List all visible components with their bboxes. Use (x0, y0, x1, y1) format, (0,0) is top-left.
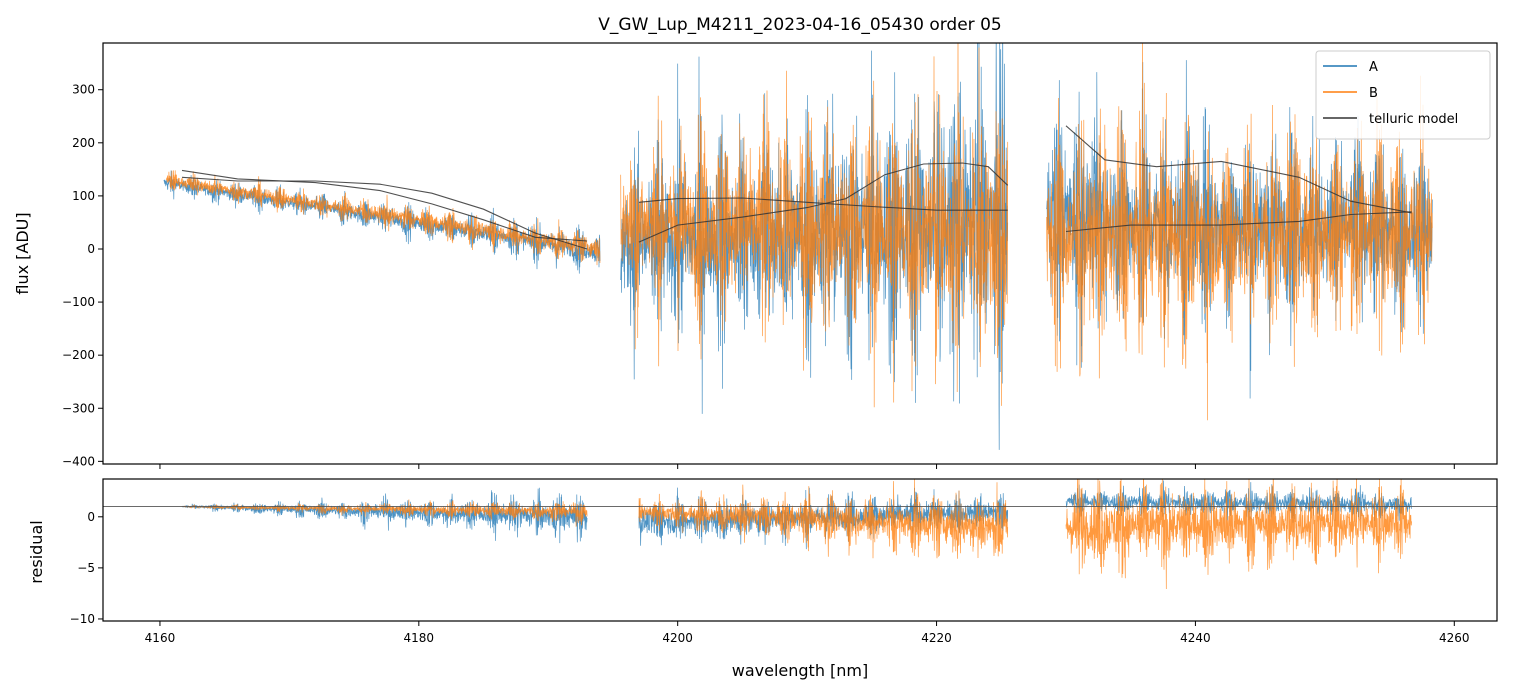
x-tick-label: 4180 (404, 631, 435, 645)
series-line-b (181, 499, 588, 527)
x-tick-label: 4240 (1180, 631, 1211, 645)
y-tick-label: 0 (87, 242, 95, 256)
legend-label-b: B (1369, 86, 1378, 101)
residual-plot-frame (102, 478, 1498, 622)
flux-plot-frame (102, 42, 1498, 465)
residual-panel: −10 −5 0 4160 4180 4200 4220 4240 4260 residual… (27, 478, 1498, 680)
y-tick-label: −400 (62, 454, 95, 468)
y-tick-label: 100 (72, 189, 95, 203)
series-line-b (638, 479, 1009, 559)
flux-ylabel: flux [ADU] (13, 212, 32, 294)
y-tick-label: −300 (62, 401, 95, 415)
y-tick-label: −100 (62, 295, 95, 309)
x-tick-label: 4220 (921, 631, 952, 645)
telluric-model-line (1065, 211, 1412, 233)
x-tick-label: 4160 (145, 631, 176, 645)
x-tick-label: 4260 (1439, 631, 1470, 645)
chart-title: V_GW_Lup_M4211_2023-04-16_05430 order 05 (598, 15, 1001, 35)
series-line-b (166, 170, 601, 266)
x-tick-label: 4200 (662, 631, 693, 645)
y-tick-label: 200 (72, 136, 95, 150)
residual-xlabel: wavelength [nm] (732, 661, 869, 680)
series-line-b (1046, 43, 1433, 421)
telluric-model-line (181, 169, 588, 242)
y-tick-label: −10 (70, 612, 95, 626)
telluric-model-line (1065, 125, 1412, 214)
legend: A B telluric model (1315, 50, 1491, 140)
telluric-model-line (638, 197, 1008, 211)
flux-panel: −400 −300 −200 −100 0 100 200 300 flux [ADU] A … (13, 42, 1498, 469)
legend-box (1315, 50, 1491, 140)
telluric-model-line (638, 162, 1009, 243)
legend-label-telluric: telluric model (1369, 112, 1458, 127)
residual-ylabel: residual (27, 520, 46, 583)
series-line-b (1065, 479, 1412, 590)
y-tick-label: −200 (62, 348, 95, 362)
y-tick-label: −5 (77, 561, 95, 575)
y-tick-label: 300 (72, 83, 95, 97)
y-tick-label: 0 (87, 510, 95, 524)
telluric-model-line (181, 176, 588, 250)
legend-label-a: A (1369, 60, 1378, 75)
series-line-b (620, 43, 1009, 408)
